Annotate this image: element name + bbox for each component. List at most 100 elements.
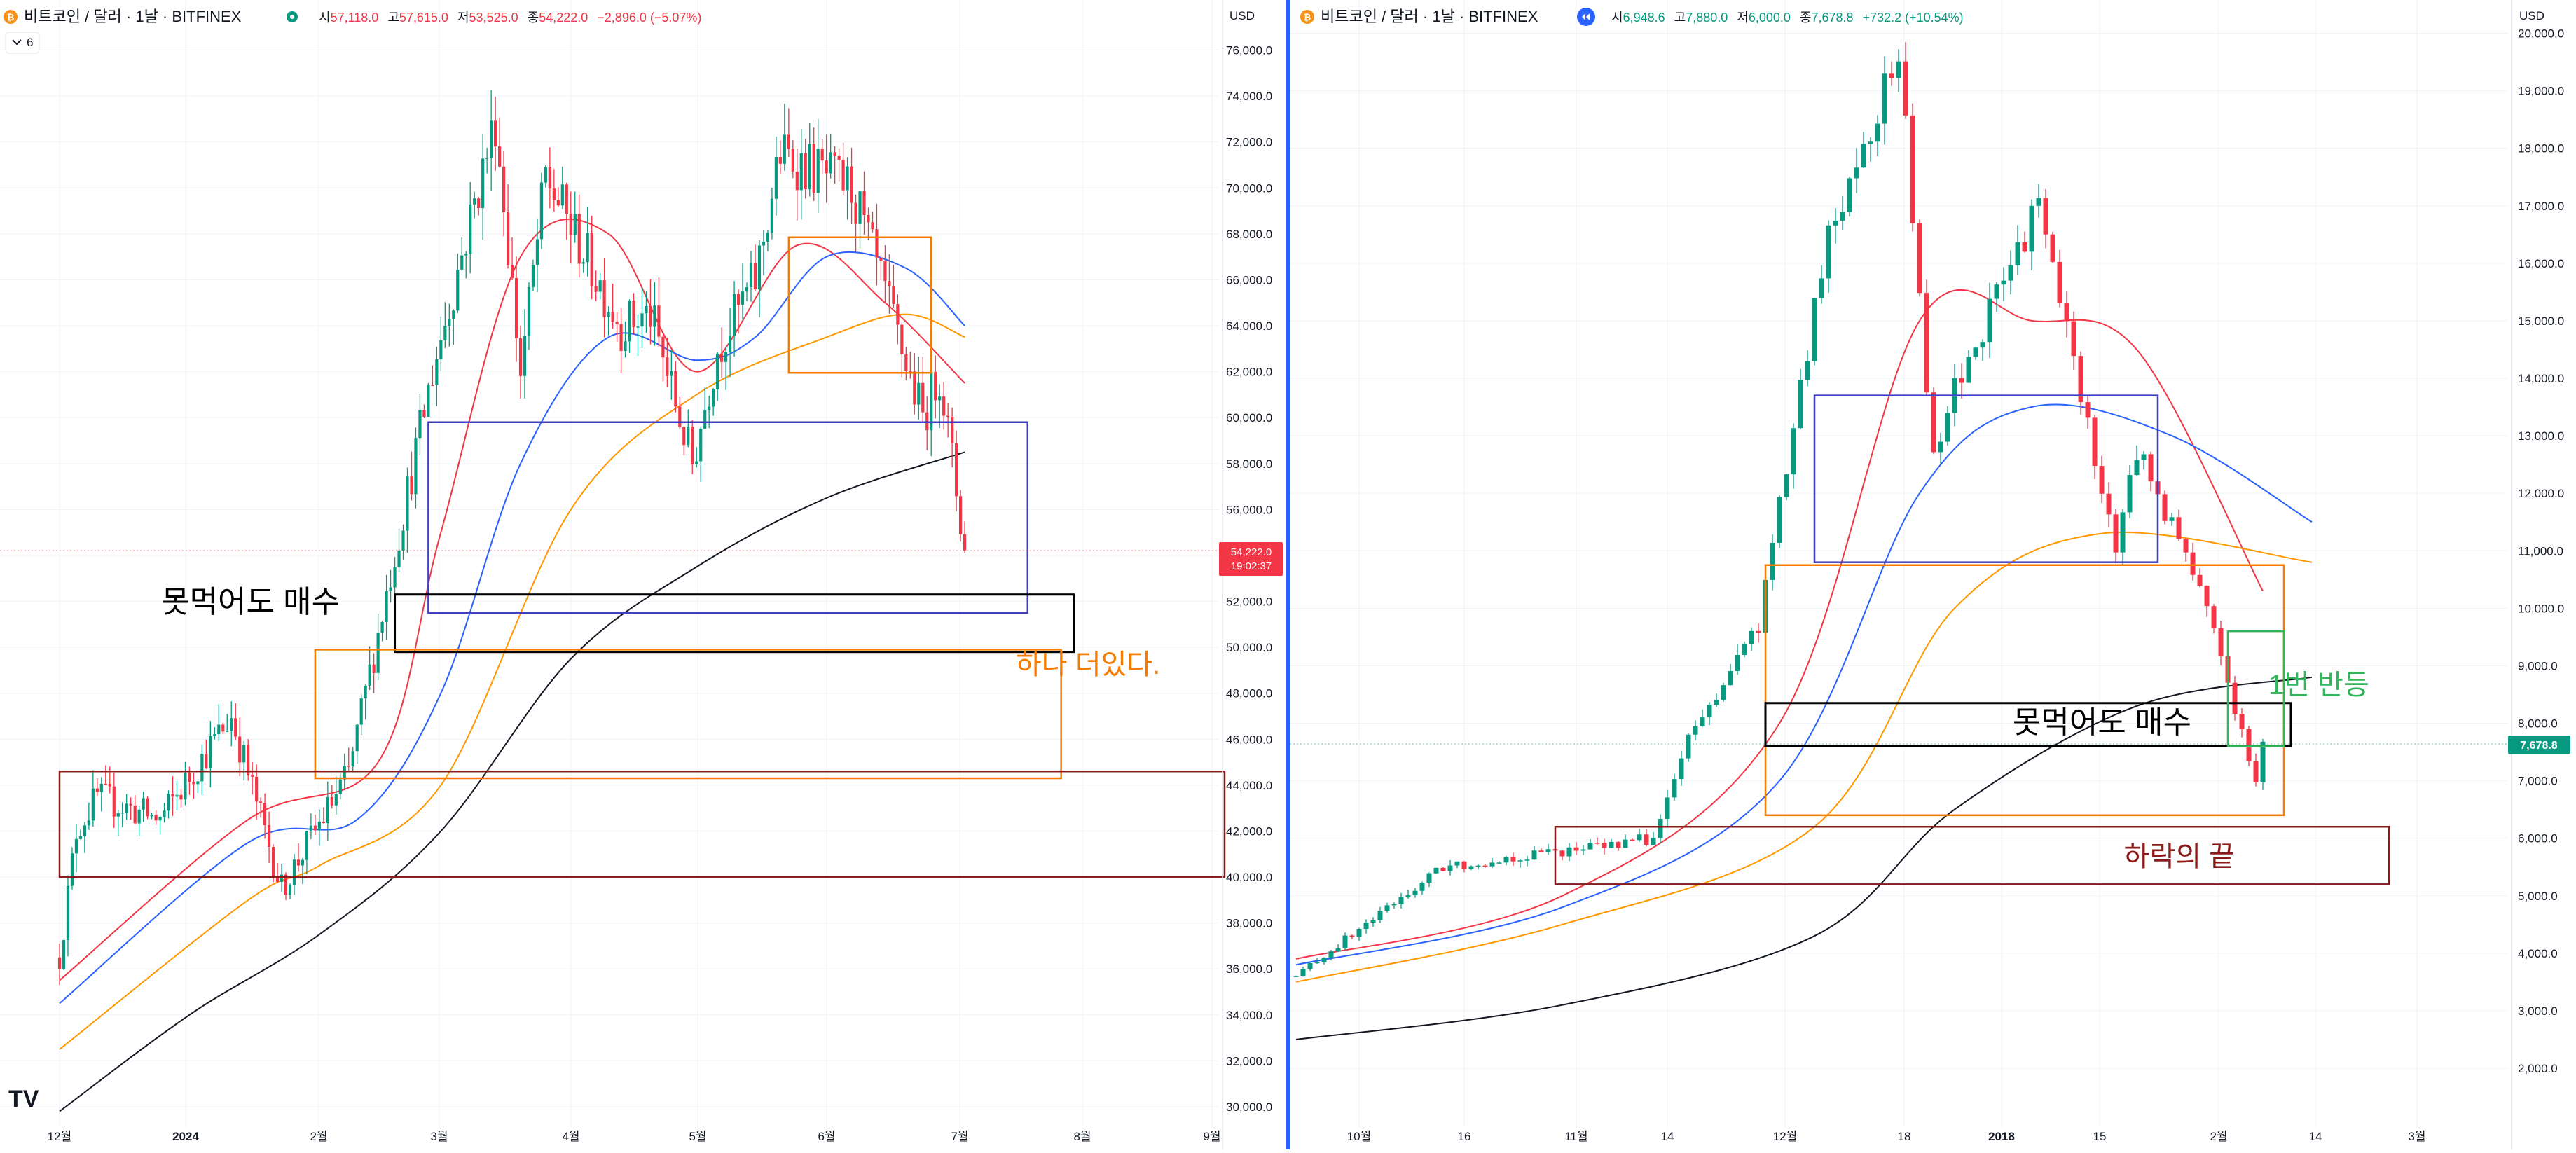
y-tick-label: 19,000.0 [2518, 85, 2564, 98]
candle-body [271, 847, 275, 876]
y-tick-label: 32,000.0 [1226, 1054, 1272, 1068]
candle-body [569, 214, 572, 235]
candle-body [812, 144, 815, 193]
zone-box-black[interactable] [394, 593, 1075, 654]
pane-divider[interactable] [1286, 0, 1290, 1149]
candle-body [226, 731, 229, 732]
zone-label: 하락의 끝 [2124, 841, 2235, 872]
candle-body [1412, 890, 1418, 896]
candle-body [1756, 630, 1761, 633]
candle-body [1784, 474, 1789, 497]
zone-box-green[interactable] [2226, 630, 2285, 747]
zone-box-darkred[interactable] [1554, 826, 2390, 885]
x-tick-label: 2월 [2210, 1130, 2227, 1143]
candle-body [896, 304, 900, 325]
y-tick-label: 14,000.0 [2518, 372, 2564, 385]
candle-body [1580, 849, 1586, 851]
candle-body [338, 779, 342, 794]
candle-body [57, 957, 62, 969]
x-tick-label: 5월 [689, 1130, 706, 1143]
candle-body [858, 191, 862, 224]
candle-body [196, 781, 200, 785]
candle-body [1826, 225, 1831, 279]
candle-body [544, 167, 547, 183]
candle-body [691, 427, 694, 465]
candle-body [1791, 428, 1796, 475]
candle-body [1531, 850, 1537, 860]
candle-body [154, 815, 158, 821]
candle-body [871, 222, 874, 230]
x-tick-label: 3월 [2408, 1130, 2425, 1143]
candle-body [670, 371, 673, 376]
y-tick-label: 44,000.0 [1226, 779, 1272, 792]
candle-body [2022, 242, 2027, 252]
candle-body [1630, 839, 1635, 841]
zone-box-darkred[interactable] [58, 770, 1226, 878]
candle-body [1602, 843, 1607, 848]
candle-body [1714, 699, 1719, 705]
candle-body [917, 382, 921, 405]
candle-body [1889, 73, 1894, 78]
candle-body [380, 621, 384, 633]
candle-body [1538, 850, 1544, 852]
candle-body [2162, 494, 2168, 521]
candle-body [1987, 298, 1992, 343]
candle-body [1966, 357, 1971, 383]
candle-body [1973, 347, 1978, 357]
candle-body [2127, 475, 2133, 513]
candle-body [2008, 265, 2013, 281]
y-tick-label: 58,000.0 [1226, 457, 1272, 471]
candle-body [841, 159, 845, 191]
candle-body [1447, 865, 1453, 871]
y-tick-label: 42,000.0 [1226, 824, 1272, 838]
time-axis[interactable]: 10월 16 11월 14 12월 18 2018 15 2월 14 3월 [1347, 1130, 2426, 1143]
candle-body [1721, 685, 1726, 700]
price-axis[interactable]: 2,000.0 3,000.0 4,000.0 5,000.0 6,000.0 7,000… [2518, 27, 2564, 1076]
svg-text:₿: ₿ [1304, 12, 1311, 22]
candle-body [171, 794, 174, 797]
candle-body [179, 794, 183, 800]
candle-body [343, 766, 346, 780]
zone-box-blue[interactable] [1813, 394, 2159, 563]
candle-body [217, 724, 221, 735]
y-tick-label: 16,000.0 [2518, 257, 2564, 270]
candle-body [716, 353, 719, 390]
tradingview-logo[interactable]: TV [8, 1086, 39, 1112]
svg-text:7,678.8: 7,678.8 [2520, 740, 2557, 752]
candle-body [435, 359, 439, 385]
symbol-header[interactable]: ₿ 비트코인 / 달러 · 1날 · BITFINEX [1300, 8, 1595, 26]
candle-body [1742, 644, 1747, 655]
candle-body [619, 324, 623, 351]
candle-body [1524, 859, 1530, 861]
indicators-collapse-button[interactable]: 6 [5, 32, 40, 54]
candle-body [724, 352, 728, 362]
bitcoin-icon [4, 10, 18, 24]
time-axis[interactable]: 12월 2024 2월 3월 4월 5월 6월 7월 8월 9월 [48, 1130, 1221, 1143]
zone-box-orange[interactable] [314, 649, 1062, 780]
candle-body [2071, 321, 2076, 357]
currency-label[interactable]: USD [1230, 9, 1255, 22]
y-tick-label: 52,000.0 [1226, 595, 1272, 609]
candle-body [598, 280, 602, 292]
candle-body [1489, 862, 1495, 867]
candle-body [427, 385, 430, 417]
zone-box-blue[interactable] [427, 421, 1029, 614]
candle-body [1882, 73, 1887, 124]
x-tick-label: 2018 [1988, 1130, 2015, 1143]
candle-body [87, 820, 90, 826]
symbol-header[interactable]: ₿ 비트코인 / 달러 · 1날 · BITFINEX [4, 8, 298, 25]
currency-label[interactable]: USD [2519, 9, 2544, 22]
moving-average-line [59, 251, 965, 1004]
candle-body [1307, 962, 1313, 969]
candle-body [1391, 904, 1397, 906]
zone-box-black[interactable] [1764, 702, 2292, 747]
candle-body [497, 146, 502, 167]
zone-box-orange[interactable] [787, 236, 932, 374]
y-tick-label: 15,000.0 [2518, 315, 2564, 328]
candle-body [137, 809, 141, 824]
candle-body [2043, 198, 2048, 235]
candle-body [410, 476, 413, 495]
